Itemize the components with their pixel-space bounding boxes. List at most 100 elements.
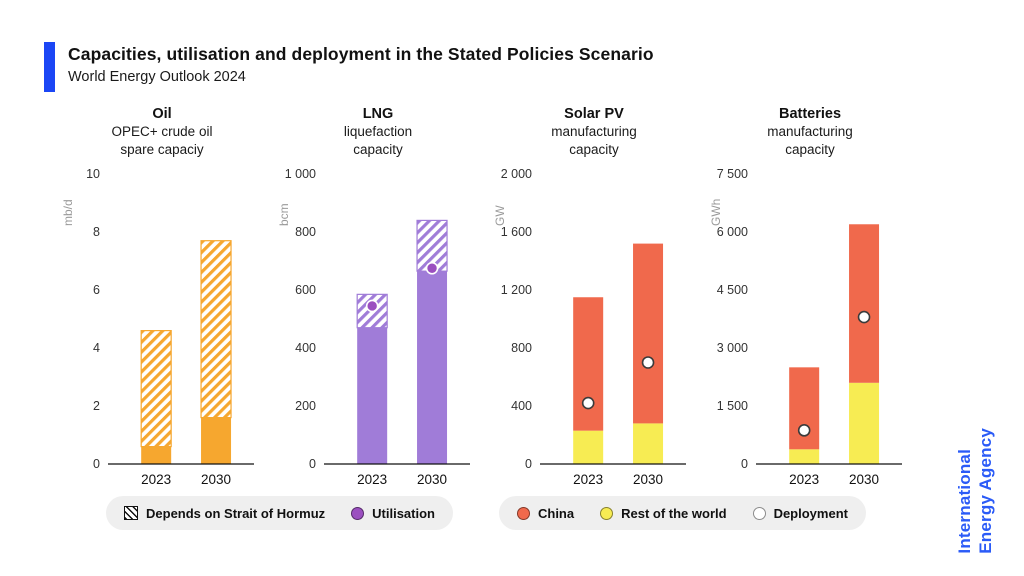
x-category-label: 2023 [141, 472, 171, 487]
oil-chart: 0 2 4 6 8 10 mb/d 2023 2030 [61, 167, 254, 487]
deployment-dot-icon [752, 506, 766, 520]
y-tick-label: 4 [93, 341, 100, 355]
chart-subtitle: liquefaction capacity [343, 124, 413, 157]
y-tick-label: 1 600 [501, 225, 532, 239]
iea-wordmark: International Energy Agency [955, 428, 996, 554]
legend-label: Deployment [773, 505, 848, 521]
y-tick-label: 2 [93, 399, 100, 413]
y-axis-unit-label: GWh [709, 199, 723, 226]
deployment-marker [641, 356, 655, 369]
utilisation-marker [425, 261, 439, 275]
bar-segment-spare-capacity [141, 446, 172, 464]
y-tick-label: 0 [741, 457, 748, 471]
bar-segment-capacity [417, 271, 448, 464]
panel-head: LNG liquefaction capacity [270, 100, 486, 164]
legend-label: Rest of the world [621, 505, 727, 521]
chart-title: LNG [362, 106, 394, 122]
deployment-marker [797, 424, 811, 437]
y-tick-label: 1 200 [501, 283, 532, 297]
legend-label: China [537, 505, 575, 521]
y-tick-label: 7 500 [717, 167, 748, 181]
legend-item-china: China [516, 505, 575, 521]
y-tick-label: 200 [295, 399, 316, 413]
chart-subtitle: OPEC+ crude oil spare capaciy [111, 124, 213, 157]
legend-item-utilisation: Utilisation [351, 506, 435, 521]
bar-segment-depends-on-strait-of-hormuz [200, 240, 232, 419]
chart-title: Batteries [778, 106, 842, 122]
legend-item-hormuz: Depends on Strait of Hormuz [124, 506, 325, 521]
panel-head: Solar PV manufacturing capacity [486, 100, 702, 164]
bar-segment-china [633, 243, 664, 424]
x-category-label: 2023 [789, 472, 819, 487]
bar-segment-china [573, 297, 604, 431]
y-tick-label: 400 [295, 341, 316, 355]
chart-panel-lng: LNG liquefaction capacity 0 200 400 600 800 1… [270, 100, 486, 496]
y-tick-label: 1 500 [717, 399, 748, 413]
iea-wordmark-line1: International [955, 449, 974, 554]
y-tick-label: 800 [511, 341, 532, 355]
legend-item-deployment: Deployment [752, 505, 848, 521]
y-axis-unit-label: GW [493, 205, 507, 226]
bar-segment-rest-of-the-world [789, 449, 820, 464]
panel-head: Batteries manufacturing capacity [702, 100, 918, 164]
legend-row: Depends on Strait of Hormuz Utilisation … [56, 496, 916, 530]
legend-left: Depends on Strait of Hormuz Utilisation [106, 496, 453, 530]
utilisation-dot-icon [351, 506, 365, 520]
y-tick-label: 10 [86, 167, 100, 181]
solar-pv-chart: 0 400 800 1 200 1 600 2 000 GW 2023 2030 [493, 167, 686, 487]
y-tick-label: 0 [525, 457, 532, 471]
deployment-marker [857, 310, 871, 324]
bar-segment-china [789, 367, 820, 450]
y-tick-label: 6 000 [717, 225, 748, 239]
y-tick-label: 2 000 [501, 167, 532, 181]
bar-segment-capacity [357, 327, 388, 464]
title-block: Capacities, utilisation and deployment i… [68, 42, 654, 92]
chart-panel-oil: Oil OPEC+ crude oil spare capaciy 0 2 4 6 8 1… [54, 100, 270, 496]
title-accent-bar [44, 42, 55, 92]
china-dot-icon [516, 506, 530, 520]
rest-of-world-dot-icon [600, 506, 614, 520]
iea-wordmark-line2: Energy Agency [976, 428, 995, 554]
y-tick-label: 8 [93, 225, 100, 239]
chart-panel-solar-pv: Solar PV manufacturing capacity 0 400 800 1… [486, 100, 702, 496]
y-tick-label: 400 [511, 399, 532, 413]
y-tick-label: 0 [309, 457, 316, 471]
bar-segment-rest-of-the-world [633, 423, 664, 464]
y-tick-label: 1 000 [285, 167, 316, 181]
bar-segment-rest-of-the-world [849, 382, 880, 464]
panel-head: Oil OPEC+ crude oil spare capaciy [54, 100, 270, 164]
y-tick-label: 4 500 [717, 283, 748, 297]
deployment-marker [581, 396, 595, 410]
x-category-label: 2030 [849, 472, 879, 487]
y-tick-label: 6 [93, 283, 100, 297]
x-category-label: 2023 [357, 472, 387, 487]
bar-segment-china [849, 224, 880, 383]
batteries-chart: 0 1 500 3 000 4 500 6 000 7 500 GWh 2023 2030 [709, 167, 902, 487]
charts-row: Oil OPEC+ crude oil spare capaciy 0 2 4 6 8 1… [54, 100, 918, 496]
y-axis-unit-label: bcm [277, 203, 291, 226]
bar-segment-depends-on-strait-of-hormuz [140, 330, 172, 448]
utilisation-marker [365, 299, 379, 313]
legend-right: China Rest of the world Deployment [498, 496, 866, 530]
lng-chart: 0 200 400 600 800 1 000 bcm 2023 2030 [277, 167, 470, 487]
chart-subtitle: manufacturing capacity [551, 124, 637, 157]
y-axis-unit-label: mb/d [61, 199, 75, 226]
y-tick-label: 800 [295, 225, 316, 239]
legend-item-rest-of-world: Rest of the world [600, 505, 727, 521]
y-tick-label: 0 [93, 457, 100, 471]
page-title: Capacities, utilisation and deployment i… [68, 44, 654, 64]
bar-segment-spare-capacity [201, 417, 232, 464]
bar-segment-rest-of-the-world [573, 430, 604, 464]
chart-subtitle: manufacturing capacity [767, 124, 853, 157]
x-category-label: 2030 [633, 472, 663, 487]
chart-title: Solar PV [564, 106, 624, 122]
legend-label: Depends on Strait of Hormuz [146, 505, 326, 521]
x-category-label: 2023 [573, 472, 603, 487]
x-category-label: 2030 [417, 472, 447, 487]
page-subtitle: World Energy Outlook 2024 [68, 69, 246, 85]
y-tick-label: 600 [295, 283, 316, 297]
header: Capacities, utilisation and deployment i… [44, 42, 654, 92]
chart-title: Oil [152, 106, 172, 122]
hatch-swatch-icon [124, 506, 139, 520]
y-tick-label: 3 000 [717, 341, 748, 355]
